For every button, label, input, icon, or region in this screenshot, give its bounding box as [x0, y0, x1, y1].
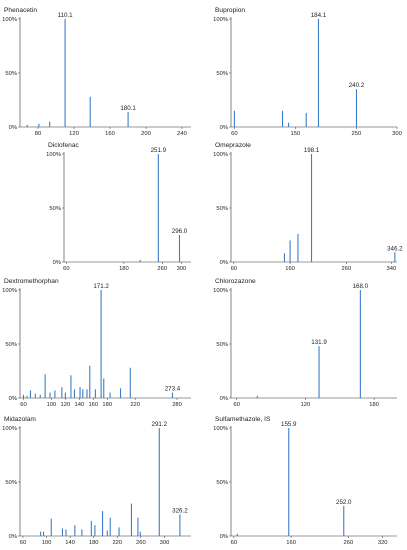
y-tick-label: 100% — [2, 17, 17, 23]
peak-label: 240.2 — [349, 82, 365, 89]
x-tick-label: 260 — [136, 540, 146, 546]
x-tick-label: 120 — [69, 131, 79, 137]
peak-label: 326.2 — [172, 507, 188, 514]
x-tick-label: 180 — [119, 266, 129, 272]
y-tick-label: 100% — [213, 152, 228, 158]
peak-label: 168.0 — [353, 283, 369, 290]
x-tick-label: 100 — [42, 540, 52, 546]
x-tick-label: 280 — [172, 402, 182, 408]
x-tick-label: 160 — [88, 402, 98, 408]
x-tick-label: 160 — [285, 266, 295, 272]
peak-label: 346.2 — [387, 245, 403, 252]
chart-panel-7: Midazolam 0% 50% 100% 60 100 140 180 220 260 300 29… — [2, 416, 191, 546]
y-tick-label: 50% — [216, 342, 228, 348]
x-tick-label: 60 — [63, 266, 69, 272]
x-tick-label: 340 — [387, 266, 397, 272]
y-tick-label: 0% — [53, 260, 61, 266]
peak-label: 251.9 — [151, 147, 167, 154]
y-tick-label: 100% — [2, 288, 17, 294]
y-tick-label: 0% — [220, 125, 228, 131]
y-tick-label: 0% — [9, 396, 17, 402]
chart-title: Dextromethorphan — [4, 278, 59, 285]
chart-title: Sulfamethazole, IS — [215, 416, 271, 423]
peak-label: 110.1 — [58, 12, 74, 19]
y-tick-label: 50% — [5, 71, 17, 77]
peak-label: 180.1 — [120, 105, 136, 112]
y-tick-label: 100% — [213, 17, 228, 23]
x-tick-label: 60 — [20, 540, 26, 546]
x-tick-label: 60 — [20, 402, 26, 408]
x-tick-label: 240 — [177, 131, 187, 137]
y-tick-label: 100% — [2, 426, 17, 432]
peak-label: 155.9 — [281, 421, 297, 428]
y-tick-label: 0% — [220, 260, 228, 266]
x-tick-label: 60 — [231, 540, 237, 546]
chart-title: Omeprazole — [215, 142, 251, 149]
chart-title: Diclofenac — [48, 142, 79, 149]
peak-label: 291.2 — [152, 421, 168, 428]
y-tick-label: 50% — [216, 206, 228, 212]
y-tick-label: 50% — [49, 206, 61, 212]
chart-panel-5: Dextromethorphan 0% 50% 100% 60 100 120 140 160 1… — [2, 278, 191, 408]
x-tick-label: 140 — [65, 540, 75, 546]
x-tick-label: 250 — [352, 131, 362, 137]
chart-panel-3: Diclofenac 0% 50% 100% 60 180 260 300 251.9 296.0 — [46, 142, 191, 272]
peak-label: 296.0 — [172, 228, 188, 235]
x-tick-label: 180 — [89, 540, 99, 546]
peak-label: 252.0 — [336, 499, 352, 506]
chart-panel-8: Sulfamethazole, IS 0% 50% 100% 60 160 260 320 15… — [213, 416, 397, 546]
x-tick-label: 100 — [47, 402, 57, 408]
chart-panel-1: Phenacetin 0% 50% 100% 80 120 160 200 240 110.1 18… — [2, 7, 191, 137]
chart-panel-4: Omeprazole 0% 50% 100% 60 160 260 340 198.1 346.2 — [213, 142, 403, 272]
peak-label: 184.1 — [311, 12, 327, 19]
y-tick-label: 100% — [213, 288, 228, 294]
x-tick-label: 80 — [35, 131, 41, 137]
x-tick-label: 300 — [392, 131, 402, 137]
x-tick-label: 160 — [105, 131, 115, 137]
x-tick-label: 150 — [291, 131, 301, 137]
x-tick-label: 300 — [160, 540, 170, 546]
x-tick-label: 120 — [61, 402, 71, 408]
x-tick-label: 180 — [102, 402, 112, 408]
y-tick-label: 50% — [216, 71, 228, 77]
chart-title: Bupropion — [215, 7, 245, 14]
y-tick-label: 50% — [5, 480, 17, 486]
chart-title: Chlorozazone — [215, 278, 256, 285]
y-tick-label: 0% — [9, 534, 17, 540]
x-tick-label: 220 — [112, 540, 122, 546]
x-tick-label: 220 — [130, 402, 140, 408]
y-tick-label: 100% — [213, 426, 228, 432]
chart-panel-2: Bupropion 0% 50% 100% 60 150 250 300 184.1 240.2 — [213, 7, 402, 137]
y-tick-label: 50% — [5, 342, 17, 348]
x-tick-label: 260 — [344, 540, 354, 546]
x-tick-label: 260 — [157, 266, 167, 272]
x-tick-label: 200 — [141, 131, 151, 137]
x-tick-label: 160 — [286, 540, 296, 546]
y-tick-label: 0% — [220, 534, 228, 540]
chart-title: Midazolam — [4, 416, 36, 423]
x-tick-label: 180 — [369, 402, 379, 408]
y-tick-label: 50% — [216, 480, 228, 486]
peak-label: 171.2 — [93, 283, 109, 290]
x-tick-label: 60 — [231, 131, 237, 137]
chart-title: Phenacetin — [4, 7, 37, 14]
x-tick-label: 320 — [378, 540, 388, 546]
y-tick-label: 100% — [46, 152, 61, 158]
peak-label: 273.4 — [165, 386, 181, 393]
peak-label: 198.1 — [304, 147, 320, 154]
x-tick-label: 60 — [233, 402, 239, 408]
x-tick-label: 60 — [231, 266, 237, 272]
chart-panel-6: Chlorozazone 0% 50% 100% 60 120 180 131.9 168.0 — [213, 278, 397, 408]
x-tick-label: 300 — [177, 266, 187, 272]
x-tick-label: 140 — [74, 402, 84, 408]
y-tick-label: 0% — [220, 396, 228, 402]
x-tick-label: 260 — [342, 266, 352, 272]
y-tick-label: 0% — [9, 125, 17, 131]
x-tick-label: 120 — [301, 402, 311, 408]
peak-label: 131.9 — [311, 339, 327, 346]
